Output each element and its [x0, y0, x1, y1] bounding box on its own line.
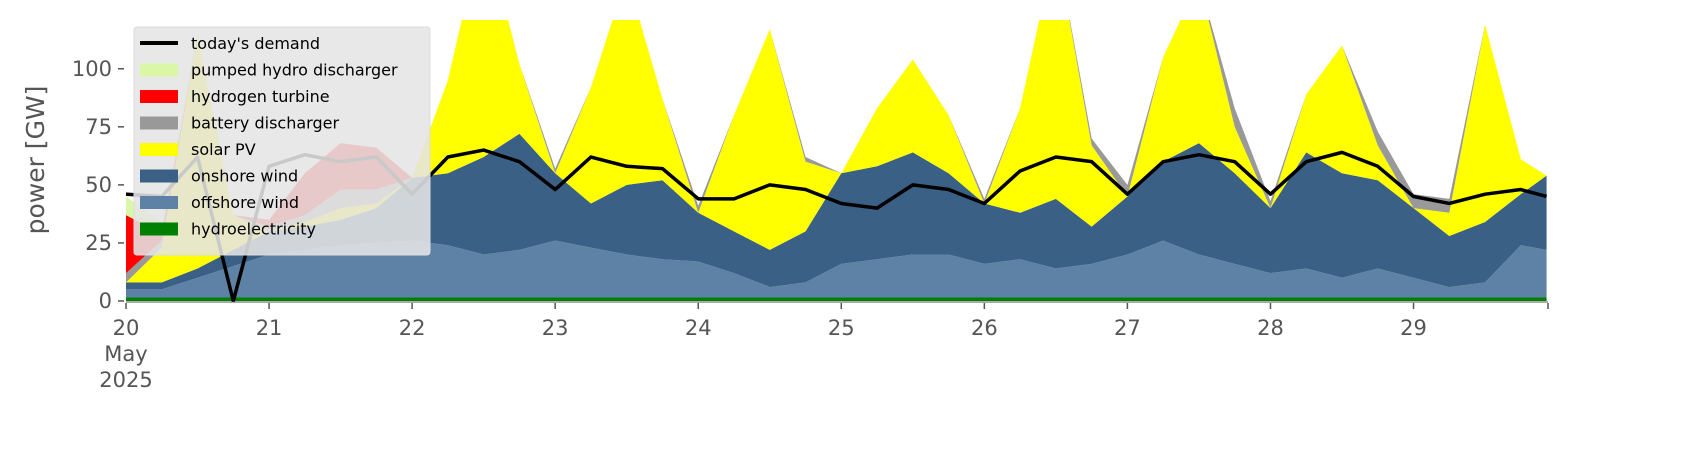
legend-label: hydrogen turbine — [191, 87, 330, 106]
legend-label: solar PV — [191, 140, 256, 159]
x-tick-label: 22 — [399, 316, 426, 340]
legend-swatch — [140, 196, 178, 209]
area — [126, 20, 1547, 283]
x-tick-label: 26 — [971, 316, 998, 340]
x-tick-label: 25 — [828, 316, 855, 340]
y-axis-label: power [GW] — [21, 86, 50, 235]
area — [126, 240, 1547, 298]
area — [126, 297, 1547, 301]
legend-label: battery discharger — [191, 114, 339, 133]
legend-box — [133, 26, 431, 256]
x-tick-label: 24 — [685, 316, 712, 340]
legend-swatch — [140, 90, 178, 103]
legend-label: offshore wind — [191, 193, 299, 212]
x-tick-label: 21 — [256, 316, 283, 340]
axes: 0 25 50 75 100 20 May 2025 21 22 23 24 25 26 27 28 29 — [72, 57, 1549, 392]
y-tick-label: 75 — [85, 115, 112, 139]
x-tick-label: 28 — [1257, 316, 1284, 340]
legend-swatch — [140, 63, 178, 77]
y-tick-label: 25 — [85, 231, 112, 255]
legend: today's demand pumped hydro discharger hyd… — [133, 26, 431, 256]
legend-label: today's demand — [191, 34, 320, 53]
plot-area — [126, 20, 1548, 302]
x-tick-label: 23 — [542, 316, 569, 340]
y-tick-label: 100 — [72, 57, 112, 81]
x-tick-label: 20 May 2025 — [99, 316, 152, 392]
x-tick-label: 29 — [1400, 316, 1427, 340]
legend-label: hydroelectricity — [191, 220, 316, 239]
legend-swatch — [140, 116, 178, 130]
legend-swatch — [140, 169, 178, 183]
area — [126, 133, 1547, 290]
legend-swatch — [140, 143, 178, 156]
y-tick-label: 0 — [99, 289, 112, 313]
legend-label: onshore wind — [191, 167, 298, 186]
y-tick-label: 50 — [85, 173, 112, 197]
legend-swatch — [140, 222, 178, 236]
legend-label: pumped hydro discharger — [191, 61, 398, 80]
x-tick-label: 27 — [1114, 316, 1141, 340]
